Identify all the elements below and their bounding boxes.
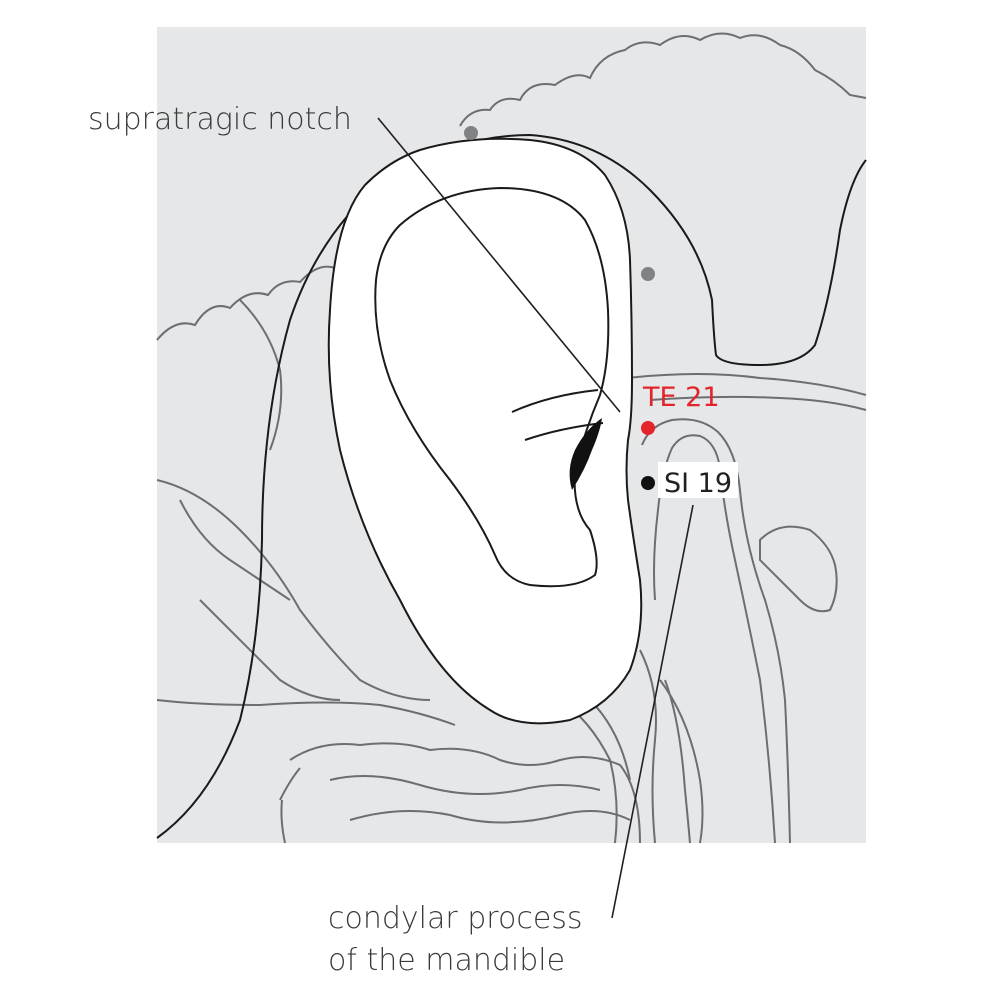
condylar-process-label-line2: of the mandible — [328, 943, 565, 978]
skin-outlines — [156, 133, 867, 839]
si19-label: SI 19 — [664, 468, 732, 499]
supratragic-leader-line — [377, 117, 621, 413]
reference-point-upper — [641, 267, 655, 281]
supratragic-notch-label: supratragic notch — [88, 102, 352, 137]
reference-point-top — [464, 126, 478, 140]
condylar-process-label-line1: condylar process — [328, 901, 583, 936]
te21-point — [641, 421, 655, 435]
ear-canal-mark — [569, 418, 602, 490]
si19-point — [641, 476, 655, 490]
si19-label-backing — [658, 462, 738, 498]
skull-bone-lines — [156, 32, 867, 844]
condylar-leader-line — [611, 504, 694, 919]
te21-label: TE 21 — [642, 382, 720, 413]
